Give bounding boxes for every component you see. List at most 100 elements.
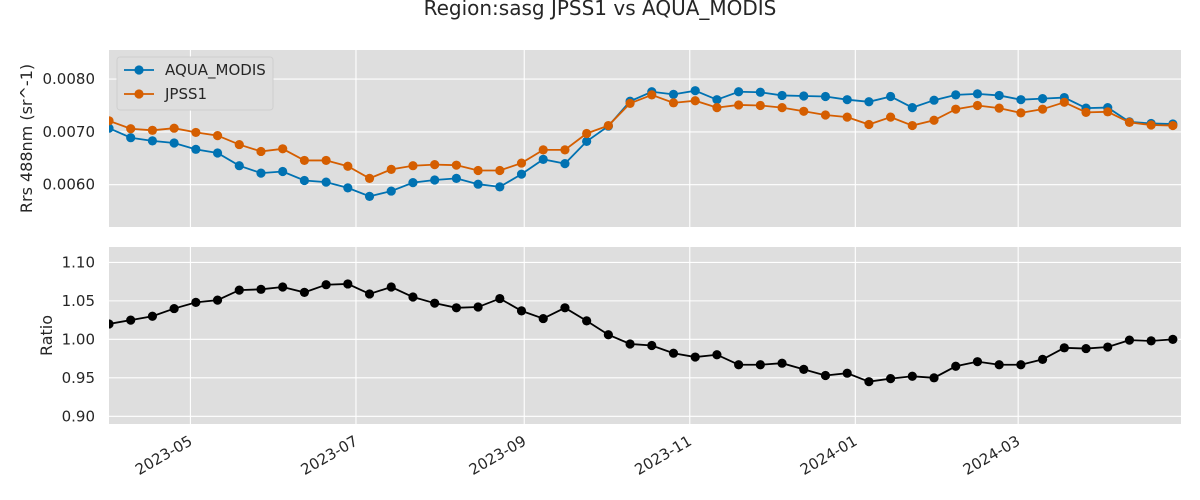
data-point [256, 146, 266, 157]
data-point [212, 295, 223, 305]
data-point [430, 175, 440, 185]
data-point [212, 130, 223, 141]
data-point [560, 158, 570, 169]
data-point [343, 279, 353, 289]
data-point [278, 282, 288, 292]
legend: AQUA_MODIS JPSS1 [116, 56, 274, 111]
data-point [929, 373, 939, 383]
data-point [994, 90, 1004, 101]
data-point [1016, 108, 1026, 118]
data-point [799, 364, 809, 374]
data-point [408, 161, 418, 171]
data-point [647, 340, 657, 351]
data-point [473, 179, 483, 189]
legend-marker [134, 89, 144, 99]
data-point [972, 100, 983, 111]
legend-box [116, 56, 274, 111]
data-point [147, 125, 158, 135]
data-point [1146, 120, 1156, 130]
data-point [951, 90, 961, 100]
data-point [755, 360, 765, 370]
data-point [321, 177, 331, 187]
data-point [430, 298, 440, 308]
data-point [1124, 335, 1135, 345]
data-point [212, 148, 223, 158]
data-point [1081, 107, 1091, 117]
data-point [1103, 107, 1113, 117]
data-point [777, 102, 787, 113]
data-point [603, 120, 613, 131]
data-point [864, 377, 874, 387]
data-point [408, 292, 418, 302]
data-point [1037, 94, 1048, 104]
data-point [734, 360, 744, 370]
legend-marker [134, 65, 144, 75]
data-point [1037, 104, 1048, 114]
data-point [755, 87, 765, 97]
data-point [256, 284, 266, 294]
data-point [647, 90, 657, 100]
data-point [560, 303, 570, 313]
y-tick-label: 0.90 [62, 407, 95, 425]
data-point [495, 182, 505, 192]
data-point [234, 161, 244, 171]
data-point [321, 155, 331, 166]
series-group [109, 279, 1178, 387]
data-point [799, 91, 809, 101]
data-point [147, 311, 158, 321]
y-tick-label: 0.0080 [43, 70, 96, 88]
data-point [321, 280, 331, 290]
data-point [994, 360, 1004, 370]
x-tick-label: 2023-11 [631, 432, 694, 479]
data-point [538, 313, 548, 324]
legend-label: AQUA_MODIS [165, 61, 266, 80]
data-point [1103, 342, 1113, 352]
data-point [560, 145, 570, 155]
plot-background [109, 247, 1181, 424]
data-point [712, 350, 722, 360]
data-point [842, 95, 852, 105]
data-point [191, 297, 201, 308]
data-point [473, 302, 483, 312]
data-point [929, 115, 939, 125]
data-point [972, 89, 983, 99]
data-point [907, 371, 917, 381]
data-point [842, 112, 852, 122]
data-point [386, 164, 396, 175]
x-tick-label: 2023-05 [132, 432, 195, 479]
data-point [169, 303, 179, 314]
data-point [451, 160, 461, 170]
data-point [994, 103, 1004, 113]
data-point [169, 138, 179, 148]
data-point [1146, 336, 1156, 346]
data-point [582, 136, 592, 147]
data-point [951, 361, 961, 371]
data-point [538, 154, 548, 164]
data-point [408, 178, 418, 188]
data-point [582, 316, 592, 326]
data-point [755, 100, 765, 111]
data-point [582, 128, 592, 139]
x-tick-label: 2024-01 [797, 432, 860, 479]
data-point [907, 120, 917, 131]
x-tick-label: 2024-03 [960, 432, 1023, 479]
data-point [234, 285, 244, 295]
x-tick-label: 2023-09 [466, 432, 529, 479]
y-tick-label: 0.95 [62, 369, 95, 387]
y-axis-label: Ratio [37, 315, 56, 356]
data-point [516, 306, 527, 316]
data-point [734, 87, 744, 97]
data-point [538, 145, 548, 155]
data-point [820, 91, 831, 102]
panel-1: 0.0060 0.0070 0.0080 Rrs 488nm (sr^-1) AQUA_… [17, 50, 1181, 227]
data-point [364, 289, 375, 299]
data-point [777, 358, 787, 368]
data-point [625, 98, 635, 108]
data-point [820, 370, 831, 381]
chart-title: Region:sasg JPSS1 vs AQUA_MODIS [424, 0, 777, 20]
data-point [451, 303, 461, 313]
data-point [364, 191, 375, 201]
data-point [690, 96, 700, 106]
